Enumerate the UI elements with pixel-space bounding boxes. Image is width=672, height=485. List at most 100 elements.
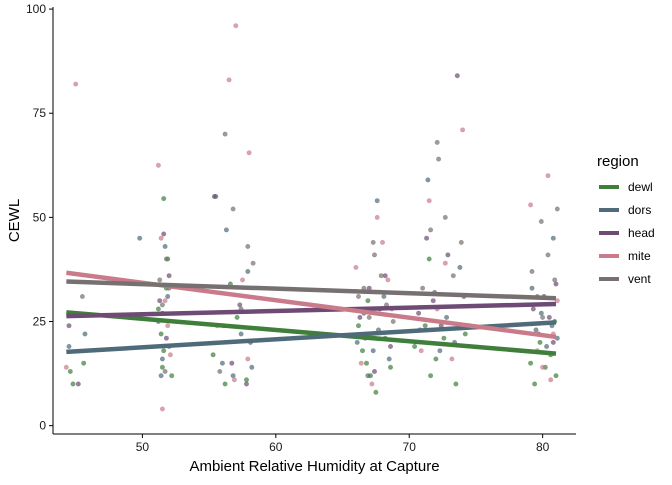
point-vent-21 <box>420 285 426 291</box>
point-vent-6 <box>162 368 168 374</box>
point-dors-10 <box>219 360 225 366</box>
point-dors-19 <box>370 348 376 354</box>
point-vent-25 <box>450 273 456 279</box>
point-mite-21 <box>385 277 391 283</box>
y-tick-label-2: 50 <box>33 210 47 224</box>
point-head-31 <box>550 339 556 345</box>
point-dors-4 <box>159 356 165 362</box>
point-vent-34 <box>538 219 544 225</box>
point-dors-33 <box>538 310 544 316</box>
points-layer <box>63 23 560 412</box>
point-vent-28 <box>529 268 535 274</box>
legend: region dewl dors head mite vent <box>597 153 655 286</box>
point-vent-17 <box>378 273 384 279</box>
point-dors-30 <box>457 264 463 270</box>
point-vent-12 <box>217 368 223 374</box>
point-dewl-34 <box>537 339 543 345</box>
point-dors-27 <box>437 348 443 354</box>
point-vent-3 <box>159 302 165 308</box>
point-dewl-26 <box>428 373 434 379</box>
point-dewl-3 <box>155 306 161 312</box>
point-vent-16 <box>371 252 377 258</box>
point-dewl-0 <box>67 368 73 374</box>
point-dewl-30 <box>462 331 468 337</box>
point-vent-26 <box>458 239 464 245</box>
point-mite-10 <box>233 23 239 29</box>
point-head-19 <box>387 343 393 349</box>
legend-title: region <box>597 153 639 170</box>
point-head-21 <box>424 235 430 241</box>
point-dewl-37 <box>553 373 559 379</box>
point-dors-2 <box>137 235 143 241</box>
point-dors-5 <box>162 244 168 250</box>
point-vent-2 <box>157 277 163 283</box>
point-dewl-27 <box>433 356 439 362</box>
point-head-22 <box>430 298 436 304</box>
x-tick-label-2: 70 <box>403 440 417 454</box>
point-vent-20 <box>370 239 376 245</box>
point-mite-27 <box>449 356 455 362</box>
point-head-0 <box>66 323 72 329</box>
point-dewl-25 <box>422 323 428 329</box>
trend-line-dewl <box>66 310 557 356</box>
point-mite-26 <box>442 260 448 266</box>
point-head-24 <box>445 252 451 258</box>
point-mite-19 <box>374 214 380 220</box>
point-dewl-6 <box>161 196 167 202</box>
point-mite-14 <box>231 377 237 383</box>
point-vent-22 <box>428 227 434 233</box>
point-vent-13 <box>355 293 361 299</box>
y-ticks: 0 25 50 75 100 <box>26 2 53 433</box>
point-head-10 <box>237 302 243 308</box>
point-mite-30 <box>528 202 534 208</box>
point-head-5 <box>166 273 172 279</box>
point-dors-11 <box>230 373 236 379</box>
point-dors-14 <box>249 364 255 370</box>
point-dors-18 <box>365 373 371 379</box>
point-mite-4 <box>162 298 168 304</box>
point-mite-24 <box>426 198 432 204</box>
point-dewl-18 <box>363 360 369 366</box>
point-vent-33 <box>554 206 560 212</box>
point-dewl-32 <box>528 360 534 366</box>
point-dewl-9 <box>169 373 175 379</box>
point-mite-9 <box>226 77 232 83</box>
point-dewl-12 <box>222 381 228 387</box>
point-head-9 <box>229 360 235 366</box>
point-mite-7 <box>159 406 165 412</box>
point-dewl-2 <box>81 360 87 366</box>
point-mite-0 <box>63 364 69 370</box>
point-mite-2 <box>155 162 161 168</box>
point-vent-1 <box>79 293 85 299</box>
point-mite-36 <box>548 377 554 383</box>
y-axis-title: CEWL <box>6 199 23 242</box>
point-dors-34 <box>544 343 550 349</box>
point-dewl-24 <box>412 343 418 349</box>
point-dors-31 <box>529 285 535 291</box>
point-mite-6 <box>167 352 173 358</box>
legend-label-vent: vent <box>628 272 651 286</box>
x-tick-label-3: 80 <box>536 440 550 454</box>
point-dewl-21 <box>373 389 379 395</box>
legend-label-head: head <box>628 226 655 240</box>
point-mite-11 <box>240 277 246 283</box>
point-mite-35 <box>554 298 560 304</box>
point-head-4 <box>163 335 169 341</box>
point-dewl-4 <box>158 331 164 337</box>
point-dors-6 <box>165 293 171 299</box>
x-axis-title: Ambient Relative Humidity at Capture <box>189 458 439 475</box>
point-dewl-1 <box>70 381 76 387</box>
point-vent-7 <box>222 131 228 137</box>
point-dewl-20 <box>365 298 371 304</box>
legend-label-mite: mite <box>628 249 651 263</box>
x-tick-label-1: 60 <box>269 440 283 454</box>
legend-label-dewl: dewl <box>628 180 653 194</box>
point-dewl-31 <box>426 256 432 262</box>
point-dewl-28 <box>441 335 447 341</box>
point-head-13 <box>357 314 363 320</box>
point-mite-28 <box>460 127 466 133</box>
point-dewl-5 <box>161 348 167 354</box>
y-tick-label-0: 0 <box>39 419 46 433</box>
point-head-1 <box>75 381 81 387</box>
point-head-16 <box>371 368 377 374</box>
